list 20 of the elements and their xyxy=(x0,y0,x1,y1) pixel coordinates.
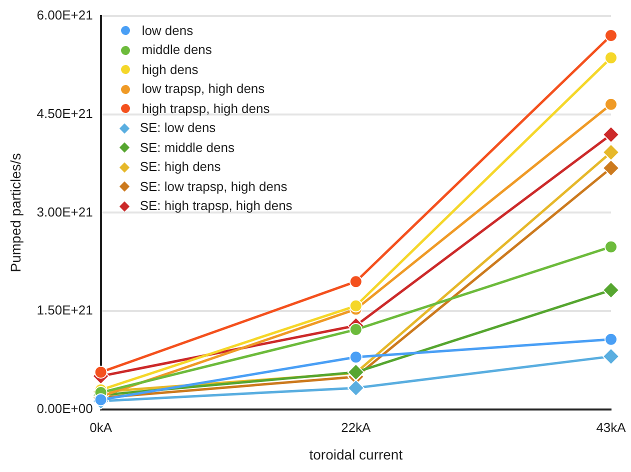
y-axis-title: Pumped particles/s xyxy=(7,153,24,272)
legend-label: low trapsp, high dens xyxy=(142,80,265,98)
legend-label: SE: high dens xyxy=(140,158,221,176)
x-tick-label: 43kA xyxy=(596,420,626,435)
legend-label: SE: middle dens xyxy=(140,138,234,157)
legend-label: high dens xyxy=(142,60,198,79)
y-tick-label: 1.50E+21 xyxy=(36,302,93,318)
legend-label: SE: low trapsp, high dens xyxy=(140,178,288,196)
y-tick-label: 6.00E+21 xyxy=(36,7,93,22)
legend-label: high trapsp, high dens xyxy=(142,100,270,118)
legend-label: SE: high trapsp, high dens xyxy=(140,197,292,216)
x-tick-label: 0kA xyxy=(90,420,112,435)
legend-label: middle dens xyxy=(142,41,212,60)
x-axis-title: toroidal current xyxy=(309,446,403,462)
y-tick-label: 3.00E+21 xyxy=(36,204,93,220)
legend-label: low dens xyxy=(142,22,194,40)
y-tick-label: 4.50E+21 xyxy=(36,106,93,121)
y-tick-label: 0.00E+00 xyxy=(36,401,93,416)
legend-label: SE: low dens xyxy=(140,119,216,138)
x-tick-label: 22kA xyxy=(341,420,372,435)
